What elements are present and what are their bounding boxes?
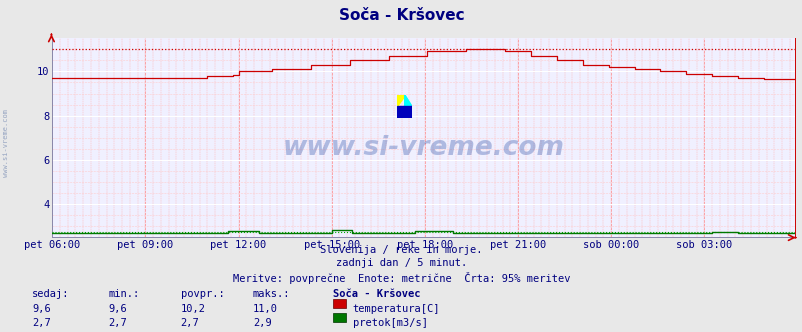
Text: 2,7: 2,7 [180, 318, 199, 328]
Text: 10,2: 10,2 [180, 304, 205, 314]
Text: 9,6: 9,6 [32, 304, 51, 314]
Text: sedaj:: sedaj: [32, 289, 70, 299]
Text: temperatura[C]: temperatura[C] [352, 304, 439, 314]
Text: 11,0: 11,0 [253, 304, 277, 314]
Text: zadnji dan / 5 minut.: zadnji dan / 5 minut. [335, 258, 467, 268]
Text: pretok[m3/s]: pretok[m3/s] [352, 318, 427, 328]
Text: 2,9: 2,9 [253, 318, 271, 328]
Polygon shape [404, 95, 411, 106]
Text: Meritve: povprečne  Enote: metrične  Črta: 95% meritev: Meritve: povprečne Enote: metrične Črta:… [233, 272, 569, 284]
Polygon shape [397, 106, 411, 118]
Text: Soča - Kršovec: Soča - Kršovec [338, 8, 464, 23]
Text: 2,7: 2,7 [32, 318, 51, 328]
Text: www.si-vreme.com: www.si-vreme.com [3, 109, 10, 177]
Polygon shape [397, 95, 404, 106]
Text: Slovenija / reke in morje.: Slovenija / reke in morje. [320, 245, 482, 255]
Text: www.si-vreme.com: www.si-vreme.com [282, 135, 564, 161]
Text: 9,6: 9,6 [108, 304, 127, 314]
Text: maks.:: maks.: [253, 289, 290, 299]
Text: min.:: min.: [108, 289, 140, 299]
Text: 2,7: 2,7 [108, 318, 127, 328]
Text: povpr.:: povpr.: [180, 289, 224, 299]
Text: Soča - Kršovec: Soča - Kršovec [333, 289, 420, 299]
